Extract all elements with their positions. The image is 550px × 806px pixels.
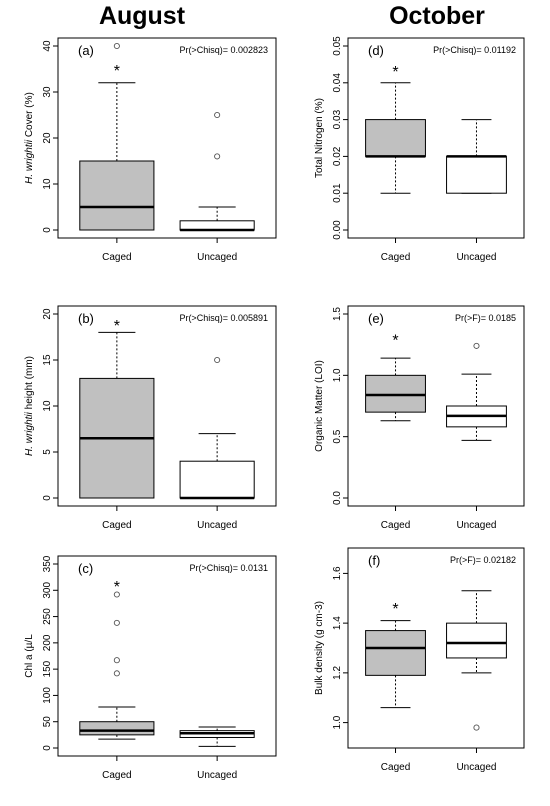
significance-star: * <box>114 63 120 80</box>
box-caged <box>365 630 426 676</box>
plot-frame <box>347 305 525 507</box>
x-tick-label: Caged <box>102 252 131 263</box>
y-axis-label: Chl a (µ/L <box>24 634 35 678</box>
y-tick-label: 15 <box>42 354 53 366</box>
x-tick-label: Uncaged <box>456 520 496 531</box>
y-tick-label: 30 <box>42 86 53 98</box>
y-tick-label: 100 <box>42 687 53 704</box>
outlier-point <box>113 670 120 677</box>
outlier-point <box>113 42 120 50</box>
significance-star: * <box>114 318 120 335</box>
outlier-point <box>473 724 480 731</box>
box-caged <box>79 160 155 231</box>
significance-star: * <box>114 579 120 596</box>
y-tick-label: 0 <box>42 227 53 233</box>
outlier-point <box>473 342 480 349</box>
x-tick-label: Uncaged <box>456 762 496 773</box>
y-tick-label: 20 <box>42 132 53 144</box>
y-tick-label: 0.0 <box>332 491 343 505</box>
chart-panel-e: 0.0 0.5 1.0 1.5 Organic Matter (LOI) Caged Unc… <box>314 305 525 531</box>
outlier-point <box>113 591 120 598</box>
outlier-point <box>113 657 120 664</box>
y-tick-label: 0.03 <box>332 109 343 129</box>
box-uncaged <box>179 460 255 499</box>
outlier-point <box>214 153 221 160</box>
y-tick-label: 0.5 <box>332 429 343 443</box>
y-tick-label: 150 <box>42 660 53 677</box>
x-tick-label: Uncaged <box>197 252 237 263</box>
y-tick-label: 0.04 <box>332 73 343 93</box>
stat-text: Pr(>Chisq)= 0.005891 <box>179 313 268 323</box>
panel-label: (a) <box>78 43 94 58</box>
panel-label: (d) <box>368 43 384 58</box>
y-tick-label: 20 <box>42 308 53 320</box>
chart-panel-c: 0 50 100 150 200 250 300 350 Chl a (µ/L Caged Unca… <box>24 555 277 781</box>
significance-star: * <box>392 64 398 81</box>
box-uncaged <box>446 155 507 194</box>
box-uncaged <box>179 220 255 231</box>
y-tick-label: 1.6 <box>332 566 343 580</box>
x-tick-label: Uncaged <box>197 770 237 781</box>
x-tick-label: Uncaged <box>456 252 496 263</box>
column-title-october: October <box>389 2 485 30</box>
box-uncaged <box>446 622 507 659</box>
y-tick-label: 0.01 <box>332 183 343 203</box>
significance-star: * <box>392 333 398 350</box>
stat-text: Pr(>F)= 0.02182 <box>450 555 516 565</box>
panel-label: (f) <box>368 553 380 568</box>
y-axis-label: H. wrightii Cover (%) <box>24 92 35 184</box>
stat-text: Pr(>Chisq)= 0.002823 <box>179 45 268 55</box>
y-axis-label: Bulk density (g cm-3) <box>314 601 325 695</box>
y-tick-label: 10 <box>42 400 53 412</box>
column-title-august: August <box>98 2 186 30</box>
y-tick-label: 0.05 <box>332 36 343 56</box>
y-tick-label: 0.00 <box>332 220 343 240</box>
y-tick-label: 1.0 <box>332 368 343 382</box>
x-tick-label: Caged <box>102 520 131 531</box>
y-axis-label: Total Nitrogen (%) <box>314 98 325 178</box>
y-tick-label: 40 <box>42 40 53 52</box>
stat-text: Pr(>Chisq)= 0.0131 <box>189 563 268 573</box>
chart-panel-a: 0 10 20 30 40 H. wrightii Cover (%) Caged Uncag… <box>24 37 277 263</box>
y-tick-label: 10 <box>42 178 53 190</box>
y-tick-label: 1.4 <box>332 616 343 630</box>
stat-text: Pr(>Chisq)= 0.01192 <box>433 45 516 55</box>
y-tick-label: 350 <box>42 555 53 572</box>
x-tick-label: Uncaged <box>197 520 237 531</box>
significance-star: * <box>392 601 398 618</box>
chart-panel-b: 0 5 10 15 20 H. wrightii height (mm) Caged Unca… <box>24 305 277 531</box>
plot-frame <box>347 37 525 239</box>
y-tick-label: 250 <box>42 608 53 625</box>
outlier-point <box>214 111 221 119</box>
plot-frame <box>347 547 525 749</box>
x-tick-label: Caged <box>381 252 410 263</box>
y-axis-label: Organic Matter (LOI) <box>314 360 325 452</box>
y-tick-label: 1.0 <box>332 715 343 729</box>
chart-panel-f: 1.0 1.2 1.4 1.6 Bulk density (g cm-3) Caged Un… <box>314 547 525 773</box>
y-tick-label: 1.2 <box>332 665 343 679</box>
y-tick-label: 0 <box>42 495 53 501</box>
y-tick-label: 300 <box>42 582 53 599</box>
y-axis-label: H. wrightii height (mm) <box>24 356 35 456</box>
outlier-point <box>214 356 221 364</box>
y-tick-label: 1.5 <box>332 307 343 321</box>
panel-label: (b) <box>78 311 94 326</box>
box-caged <box>365 119 426 157</box>
panel-label: (c) <box>78 561 93 576</box>
x-tick-label: Caged <box>381 520 410 531</box>
y-tick-label: 0 <box>42 745 53 751</box>
y-tick-label: 0.02 <box>332 146 343 166</box>
stat-text: Pr(>F)= 0.0185 <box>455 313 516 323</box>
plot-frame <box>57 555 277 757</box>
chart-panel-d: 0.00 0.01 0.02 0.03 0.04 0.05 Total Nitrogen (… <box>314 36 525 263</box>
box-caged <box>79 721 155 736</box>
x-tick-label: Caged <box>381 762 410 773</box>
y-tick-label: 50 <box>42 716 53 728</box>
outlier-point <box>113 619 120 626</box>
y-tick-label: 5 <box>42 449 53 455</box>
x-tick-label: Caged <box>102 770 131 781</box>
y-tick-label: 200 <box>42 634 53 651</box>
panel-label: (e) <box>368 311 384 326</box>
